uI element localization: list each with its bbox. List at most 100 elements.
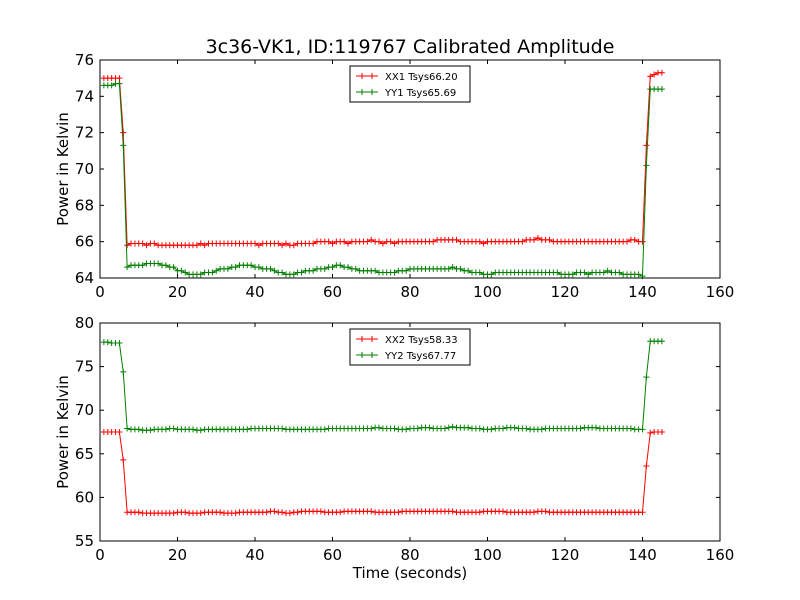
data-point: [197, 510, 204, 517]
data-point: [325, 238, 332, 245]
chart-panel-bottom: 0 20 40 60 80 100 120 140 160 55 60 65 70 75 80 Power i…: [54, 314, 734, 582]
data-point: [604, 267, 611, 274]
data-point: [345, 240, 351, 247]
x-tick-label: 160: [706, 283, 735, 301]
data-point: [217, 509, 224, 516]
data-point: [581, 269, 588, 276]
data-point: [476, 509, 483, 516]
data-point: [162, 426, 169, 433]
y-tick-label: 70: [75, 401, 94, 419]
data-point: [643, 374, 650, 381]
data-point: [500, 425, 506, 432]
data-point: [403, 426, 410, 433]
data-point: [213, 267, 220, 274]
x-tick-label: 100: [473, 546, 502, 564]
data-point: [286, 510, 293, 517]
data-point: [263, 509, 270, 516]
data-point: [337, 262, 344, 269]
data-point: [255, 264, 262, 271]
data-point: [294, 509, 301, 516]
data-point: [310, 267, 317, 274]
data-point: [500, 508, 506, 515]
x-tick-label: 20: [168, 546, 187, 564]
data-point: [441, 425, 448, 432]
data-point: [162, 262, 169, 269]
data-point: [151, 240, 158, 247]
data-point: [647, 73, 654, 80]
data-point: [569, 271, 576, 278]
data-point: [209, 269, 216, 276]
data-point: [387, 238, 394, 245]
data-point: [120, 456, 127, 463]
legend-marker: [359, 89, 375, 95]
data-point: [395, 509, 402, 516]
legend-marker: [359, 336, 375, 342]
data-point: [197, 271, 204, 278]
legend-label: YY2 Tsys67.77: [384, 351, 456, 362]
y-tick-label: 72: [75, 124, 94, 142]
data-point: [232, 510, 239, 517]
data-point: [139, 240, 146, 247]
data-point: [255, 242, 262, 249]
data-point: [449, 508, 456, 515]
data-point: [329, 240, 336, 247]
x-tick-label: 20: [168, 283, 187, 301]
x-tick-label: 0: [95, 546, 105, 564]
y-tick-label: 70: [75, 160, 94, 178]
data-point: [317, 508, 324, 515]
data-point: [341, 238, 348, 245]
data-point: [647, 429, 654, 436]
data-point: [414, 425, 421, 432]
data-point: [639, 509, 646, 516]
data-point: [290, 242, 297, 249]
data-point: [542, 508, 549, 515]
data-point: [476, 425, 483, 432]
data-point: [116, 429, 123, 435]
data-point: [197, 240, 204, 247]
data-point: [104, 339, 111, 346]
x-axis-label: Time (seconds): [352, 564, 468, 582]
y-tick-label: 75: [75, 358, 94, 376]
data-point: [252, 240, 258, 247]
y-tick-label: 68: [75, 196, 94, 214]
data-point: [120, 129, 127, 136]
data-point: [379, 240, 386, 247]
data-point: [116, 340, 123, 347]
data-point: [275, 240, 282, 247]
data-point: [124, 425, 131, 432]
data-point: [658, 429, 665, 435]
data-point: [391, 269, 398, 276]
data-point: [391, 425, 398, 432]
plot-frame: [99, 59, 721, 279]
x-tick-label: 120: [551, 283, 580, 301]
data-point: [271, 508, 278, 515]
x-tick-label: 80: [400, 546, 419, 564]
data-point: [368, 425, 375, 432]
data-point: [538, 426, 545, 433]
data-point: [170, 510, 177, 517]
data-point: [488, 271, 495, 278]
data-point: [639, 238, 646, 245]
x-tick-label: 40: [245, 546, 264, 564]
legend-label: XX1 Tsys66.20: [385, 72, 458, 83]
data-point: [643, 142, 650, 149]
data-point: [488, 426, 495, 433]
data-point: [321, 265, 328, 272]
data-point: [593, 424, 599, 431]
data-point: [453, 236, 460, 243]
data-point: [523, 425, 530, 432]
data-point: [310, 240, 317, 247]
data-point: [531, 509, 537, 516]
data-point: [600, 269, 607, 276]
y-tick-label: 80: [75, 314, 94, 332]
data-point: [345, 264, 351, 271]
data-point: [511, 424, 518, 431]
plot-frame: [99, 322, 721, 542]
y-tick-label: 65: [75, 445, 94, 463]
data-point: [519, 238, 526, 245]
data-point: [639, 426, 646, 433]
data-point: [224, 265, 231, 272]
data-point: [368, 236, 375, 243]
data-point: [585, 271, 592, 278]
data-point: [290, 271, 297, 278]
